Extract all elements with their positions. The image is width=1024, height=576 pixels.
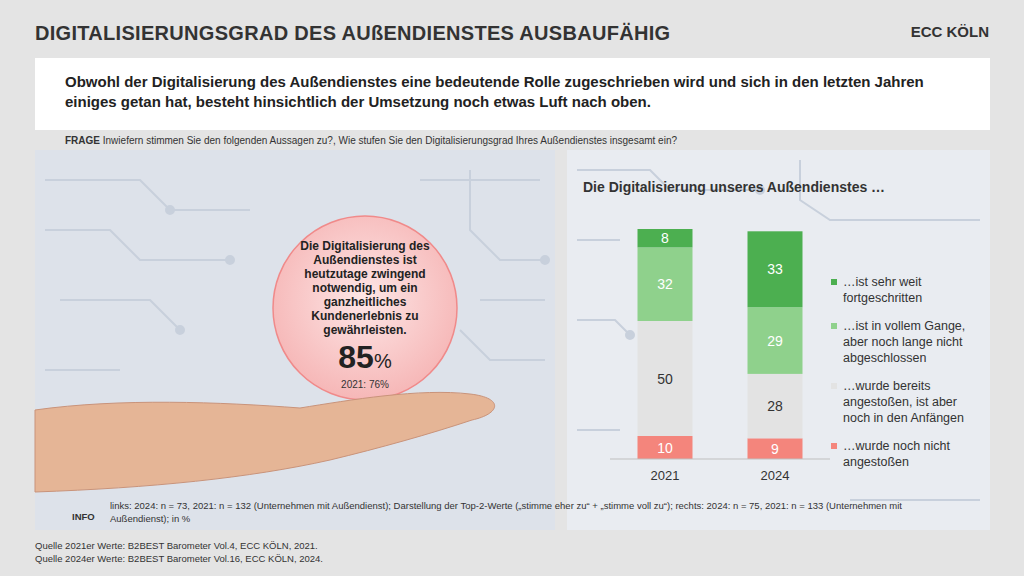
bar-segment — [748, 438, 803, 459]
circuit-dot — [541, 256, 549, 264]
bar-segment — [748, 307, 803, 374]
circuit-dot — [226, 256, 234, 264]
kpi-circle — [273, 216, 457, 400]
text-line: …wurde noch nicht — [843, 439, 951, 453]
legend-label: …ist in vollem Gange, aber noch lange nic… — [843, 319, 965, 365]
kpi-unit: % — [374, 350, 392, 372]
source: Quelle 2024er Werte: B2BEST Barometer Vo… — [35, 553, 323, 564]
text-line: heutzutage zwingend — [304, 267, 425, 281]
text-line: Kundenerlebnis zu — [311, 309, 418, 323]
hand — [35, 392, 495, 492]
text-line: ganzheitliches — [324, 295, 407, 309]
bars — [638, 229, 803, 459]
legend-swatch — [831, 383, 837, 389]
question-label: FRAGE — [65, 135, 100, 146]
canvas: Die Digitalisierung desAußendienstes ist… — [0, 0, 1024, 576]
kpi-number: 85 — [338, 339, 374, 375]
legend-label: …ist sehr weit fortgeschritten — [843, 275, 922, 305]
data-label: 9 — [771, 441, 779, 457]
text-line: fortgeschritten — [843, 291, 922, 305]
logo: ECC KÖLN — [911, 23, 989, 40]
circuit-line — [60, 300, 180, 330]
circuit-line — [577, 320, 630, 335]
data-label: 29 — [767, 333, 783, 349]
main-title: DIGITALISIERUNGSGRAD DES AUßENDIENSTES A… — [35, 22, 670, 45]
data-label: 33 — [767, 261, 783, 277]
legend-label: …wurde noch nicht angestoßen — [843, 439, 951, 469]
text-line: …ist in vollem Gange, — [843, 319, 965, 333]
circuit-line — [460, 330, 545, 360]
text-line: angestoßen — [843, 455, 909, 469]
data-label: 10 — [657, 440, 673, 456]
text-line: angestoßen, ist aber — [843, 395, 957, 409]
bar-segment — [638, 436, 693, 459]
subtitle: Obwohl der Digitalisierung des Außendien… — [65, 72, 960, 112]
circuit-line — [45, 369, 120, 371]
page: DIGITALISIERUNGSGRAD DES AUßENDIENSTES A… — [0, 0, 1024, 576]
circuit-dot — [626, 331, 634, 339]
circuit-line — [480, 299, 545, 301]
legend-swatch — [831, 323, 837, 329]
question-text: Inwiefern stimmen Sie den folgenden Auss… — [103, 135, 677, 146]
bar-segment — [638, 321, 693, 436]
circuit-dot — [166, 206, 174, 214]
right-panel — [567, 150, 990, 530]
spacer — [100, 135, 103, 146]
bar-segment — [748, 374, 803, 438]
text-line: Die Digitalisierung des — [300, 239, 430, 253]
circuit-line — [45, 180, 250, 210]
baseline — [610, 459, 830, 460]
category-label: 2021 — [651, 468, 680, 483]
text-line: …ist sehr weit — [843, 275, 922, 289]
circuit-line — [420, 179, 540, 181]
info-text: links: 2024: n = 73, 2021: n = 132 (Unte… — [110, 500, 960, 525]
kpi-value: 85% — [338, 339, 392, 375]
circuit-line — [470, 170, 545, 260]
left-panel — [35, 150, 555, 530]
data-label: 28 — [767, 398, 783, 414]
text-line: abgeschlossen — [843, 351, 926, 365]
question: FRAGE Inwiefern stimmen Sie den folgende… — [65, 135, 677, 146]
circuit-line — [577, 239, 620, 241]
text-line: noch in den Anfängen — [843, 411, 964, 425]
category-label: 2024 — [761, 468, 790, 483]
data-label: 32 — [657, 276, 673, 292]
subtitle-box: Obwohl der Digitalisierung des Außendien… — [35, 58, 990, 130]
circuit-line — [45, 230, 230, 260]
chart-title: Die Digitalisierung unseres Außendienste… — [583, 179, 885, 195]
info-label: INFO — [72, 511, 95, 522]
legend-label: …wurde bereits angestoßen, ist aber noch i… — [843, 379, 964, 425]
bar-segment — [748, 231, 803, 307]
text-line: Außendienstes ist — [313, 253, 416, 267]
data-labels: 10 50 32 8 9 28 29 33 — [657, 230, 783, 456]
text-line: aber noch lange nicht — [843, 335, 963, 349]
text-line: gewährleisten. — [323, 323, 406, 337]
kpi-statement: Die Digitalisierung desAußendienstes ist… — [300, 239, 430, 337]
text-line: …wurde bereits — [843, 379, 931, 393]
bar-segment — [638, 229, 693, 247]
kpi-comparison: 2021: 76% — [341, 379, 389, 390]
legend-swatch — [831, 443, 837, 449]
circuit-dot — [176, 326, 184, 334]
legend-swatch — [831, 279, 837, 285]
data-label: 50 — [657, 371, 673, 387]
bar-segment — [638, 247, 693, 321]
source: Quelle 2021er Werte: B2BEST Barometer Vo… — [35, 540, 318, 551]
text-line: notwendig, um ein — [312, 281, 417, 295]
data-label: 8 — [661, 230, 669, 246]
circuit-line — [577, 429, 620, 431]
